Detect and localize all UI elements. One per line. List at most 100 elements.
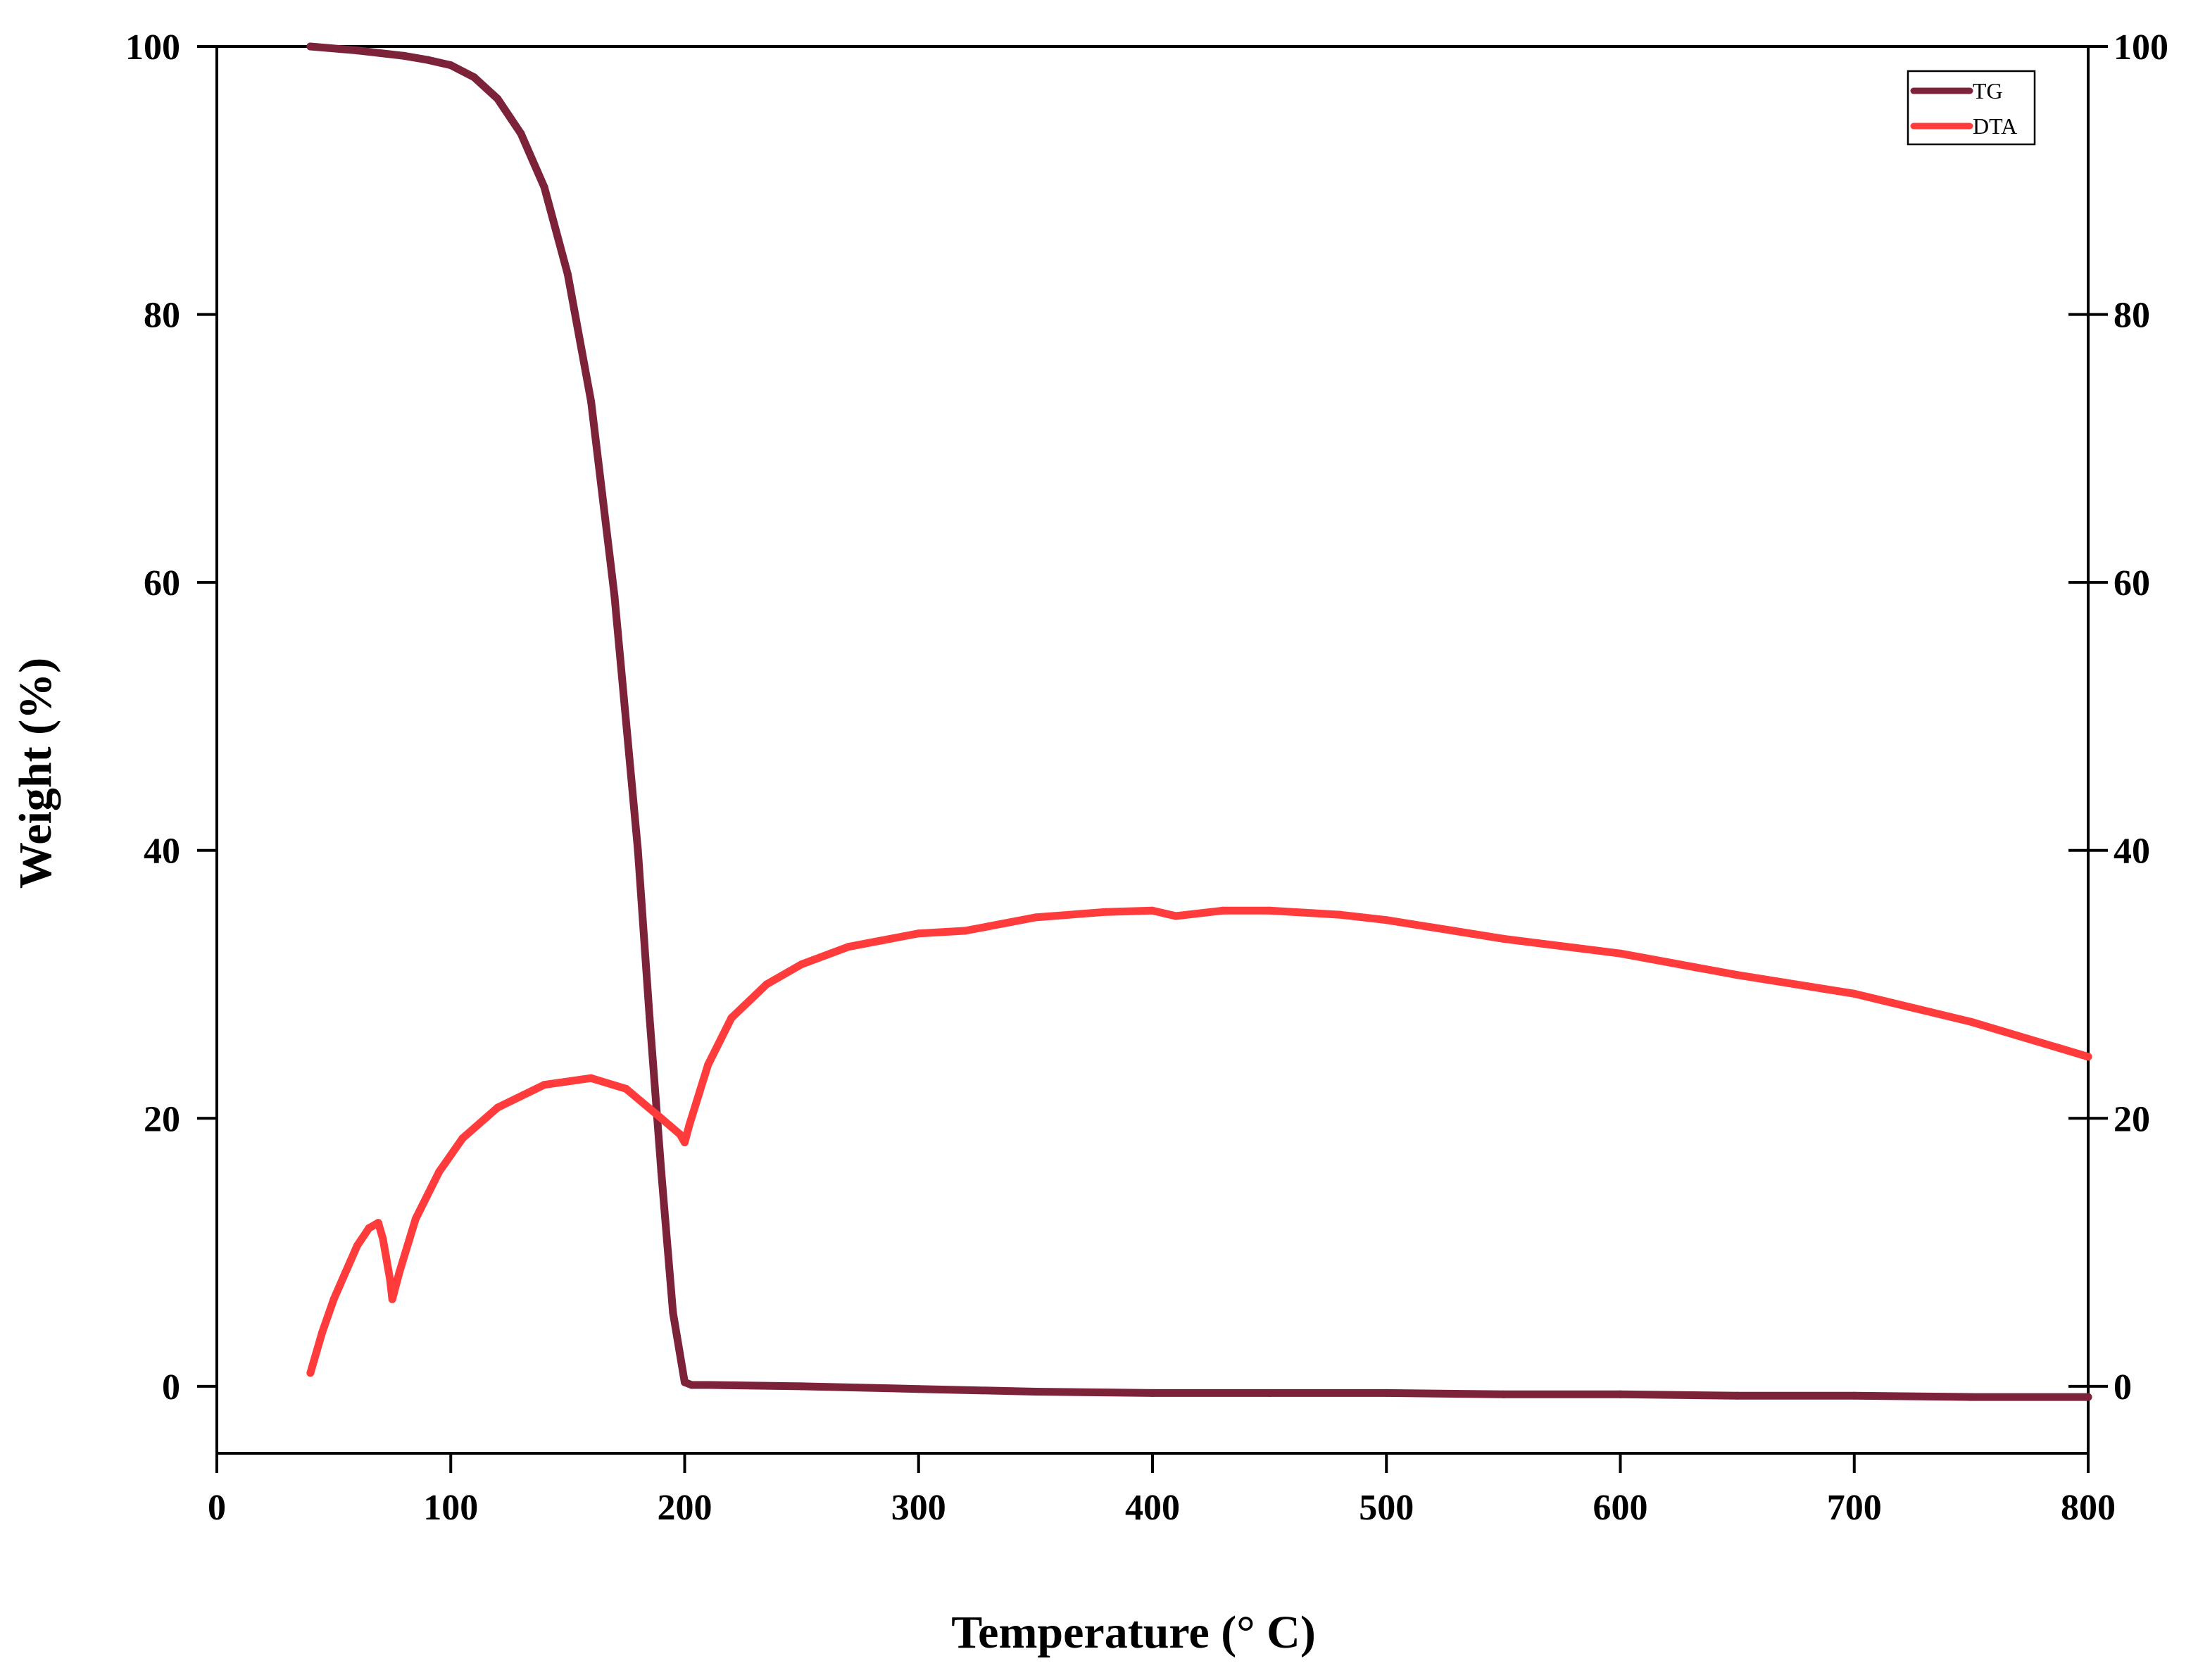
data-point-tg (657, 1167, 665, 1176)
data-point-tg (1499, 1390, 1507, 1398)
data-point-tg (798, 1382, 806, 1391)
data-point-dta (395, 1268, 403, 1277)
legend-label-tg: TG (1973, 78, 2003, 104)
y-axis-ticks: 0 20 40 60 80 100 (125, 27, 217, 1408)
y2-axis-ticks: 0 20 40 60 80 100 (2068, 27, 2168, 1408)
data-point-dta (388, 1295, 396, 1303)
x-tick-label: 300 (891, 1488, 946, 1528)
y-tick-label: 0 (162, 1367, 180, 1408)
data-point-dta (1616, 949, 1624, 958)
legend-label-dta: DTA (1973, 113, 2017, 139)
data-point-dta (374, 1219, 382, 1227)
x-tick-label: 200 (658, 1488, 712, 1528)
data-point-tg (517, 130, 525, 138)
data-point-tg (540, 183, 548, 192)
data-point-dta (681, 1139, 689, 1146)
data-point-dta (458, 1134, 467, 1143)
data-point-tg (2084, 1393, 2092, 1401)
y-tick-label: 20 (144, 1099, 180, 1139)
data-point-tg (646, 1014, 654, 1022)
data-point-dta (704, 1060, 712, 1069)
legend-box (1907, 70, 2036, 146)
legend: TG DTA (1907, 70, 2036, 146)
data-point-dta (1148, 906, 1157, 915)
data-point-tg (306, 42, 315, 51)
y2-tick-label: 40 (2114, 832, 2150, 872)
data-point-dta (961, 927, 969, 935)
y2-tick-label: 60 (2114, 563, 2150, 603)
data-point-tg (446, 61, 455, 70)
data-point-tg (563, 270, 572, 278)
y-tick-label: 100 (125, 27, 180, 68)
data-point-dta (1850, 989, 1859, 998)
x-tick-label: 700 (1827, 1488, 1882, 1528)
x-tick-label: 100 (423, 1488, 478, 1528)
x-axis-ticks: 0 100 200 300 400 500 600 700 800 (208, 1453, 2116, 1528)
data-point-dta (798, 960, 806, 968)
y-axis-title: Weight (%) (10, 658, 61, 889)
data-point-tg (669, 1308, 677, 1317)
data-point-dta (1382, 916, 1390, 924)
data-point-dta (587, 1074, 596, 1082)
data-point-tg (610, 591, 619, 600)
data-point-dta (676, 1130, 684, 1139)
data-point-tg (353, 46, 361, 55)
data-point-dta (685, 1121, 693, 1129)
data-point-tg (1148, 1388, 1157, 1397)
data-point-tg (634, 846, 642, 855)
data-point-dta (1499, 934, 1507, 943)
data-point-tg (704, 1381, 712, 1389)
data-point-dta (1336, 910, 1344, 919)
y-tick-label: 40 (144, 832, 180, 872)
x-tick-label: 800 (2061, 1488, 2116, 1528)
data-point-dta (353, 1241, 361, 1250)
data-point-dta (727, 1014, 736, 1022)
x-tick-label: 400 (1125, 1488, 1180, 1528)
data-point-tg (1265, 1388, 1274, 1397)
y2-tick-label: 80 (2114, 296, 2150, 336)
data-point-dta (2084, 1053, 2092, 1061)
y-tick-label: 60 (144, 563, 180, 603)
data-point-tg (688, 1381, 696, 1389)
data-point-tg (494, 94, 502, 103)
data-point-dta (386, 1275, 394, 1284)
y-tick-label: 80 (144, 296, 180, 336)
data-point-dta (1265, 906, 1274, 915)
data-point-tg (681, 1378, 689, 1386)
x-tick-label: 500 (1359, 1488, 1414, 1528)
data-point-tg (915, 1385, 923, 1393)
data-point-dta (915, 929, 923, 938)
data-point-tg (587, 397, 596, 406)
x-tick-label: 0 (208, 1488, 226, 1528)
data-point-dta (494, 1103, 502, 1112)
x-axis-title: Temperature (° C) (951, 1607, 1316, 1658)
data-point-dta (341, 1268, 350, 1277)
data-point-tg (1382, 1388, 1390, 1397)
data-point-dta (1733, 971, 1742, 979)
data-point-dta (844, 943, 853, 951)
data-point-dta (1219, 906, 1227, 915)
y2-tick-label: 0 (2114, 1367, 2132, 1408)
data-point-dta (411, 1215, 420, 1223)
data-point-tg (1967, 1393, 1976, 1401)
data-point-dta (329, 1295, 338, 1303)
data-point-dta (622, 1084, 630, 1093)
data-point-tg (470, 73, 478, 82)
data-point-tg (400, 51, 408, 60)
data-point-dta (1102, 908, 1110, 916)
data-point-dta (379, 1235, 387, 1243)
series-layer (306, 42, 2092, 1401)
data-point-dta (435, 1167, 444, 1176)
data-point-tg (1850, 1391, 1859, 1400)
data-point-dta (365, 1224, 373, 1232)
data-point-dta (1172, 912, 1180, 920)
data-point-tg (423, 56, 432, 64)
data-point-tg (1733, 1391, 1742, 1400)
data-point-dta (657, 1114, 665, 1122)
y2-tick-label: 100 (2114, 27, 2168, 68)
data-point-tg (1031, 1388, 1040, 1396)
data-point-dta (540, 1081, 548, 1089)
data-point-dta (1967, 1017, 1976, 1026)
